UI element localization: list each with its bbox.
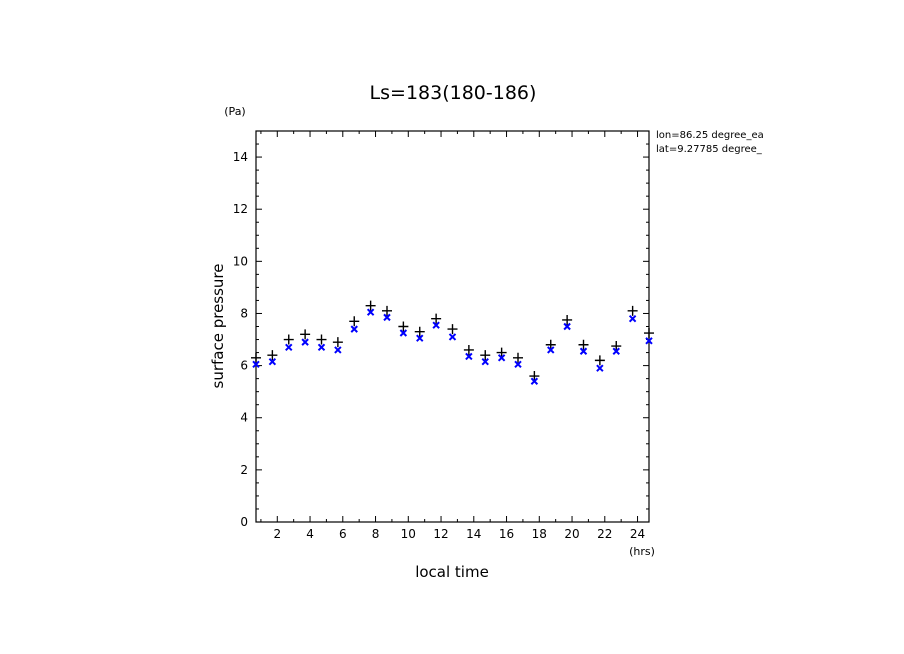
- cross-marker: [252, 360, 260, 369]
- cross-marker: [268, 357, 277, 366]
- plus-marker: [496, 347, 507, 358]
- x-tick-label: 4: [306, 527, 314, 541]
- plus-marker: [627, 305, 638, 316]
- annotation-lat: lat=9.27785 degree_: [656, 144, 763, 155]
- plus-marker: [332, 337, 343, 348]
- plus-marker: [611, 341, 622, 352]
- plus-marker: [251, 352, 261, 363]
- cross-marker: [514, 360, 522, 369]
- plus-marker: [300, 329, 311, 340]
- plus-marker: [316, 334, 327, 345]
- cross-marker: [596, 364, 604, 372]
- plus-marker: [480, 350, 491, 361]
- cross-marker: [465, 352, 473, 361]
- plus-marker: [365, 300, 376, 311]
- plus-marker: [283, 334, 294, 345]
- cross-marker: [416, 334, 424, 342]
- x-tick-label: 6: [339, 527, 347, 541]
- cross-marker: [563, 322, 571, 331]
- annotation-lon: lon=86.25 degree_ea: [656, 130, 764, 141]
- y-tick-label: 6: [240, 359, 248, 373]
- plus-marker: [414, 326, 425, 337]
- plus-marker: [267, 350, 278, 361]
- plus-marker: [562, 314, 573, 325]
- y-tick-label: 0: [240, 515, 248, 529]
- y-tick-label: 14: [233, 150, 248, 164]
- x-tick-label: 12: [433, 527, 448, 541]
- x-tick-label: 14: [466, 527, 481, 541]
- x-tick-label: 10: [401, 527, 416, 541]
- x-tick-label: 18: [532, 527, 547, 541]
- plus-marker: [513, 352, 523, 363]
- y-tick-label: 2: [240, 463, 248, 477]
- cross-marker: [579, 347, 588, 355]
- cross-marker: [628, 314, 637, 323]
- y-tick-label: 12: [233, 202, 248, 216]
- cross-marker: [481, 357, 489, 366]
- cross-marker: [497, 354, 506, 362]
- x-tick-label: 20: [564, 527, 579, 541]
- plus-marker: [447, 324, 458, 335]
- cross-marker: [399, 329, 408, 337]
- cross-marker: [612, 347, 620, 355]
- plus-marker: [594, 355, 605, 366]
- x-unit-label: (hrs): [629, 545, 655, 558]
- cross-marker: [530, 377, 539, 385]
- cross-marker: [285, 343, 293, 352]
- y-axis-title: surface pressure: [209, 264, 227, 389]
- cross-marker: [350, 325, 358, 333]
- plus-marker: [463, 344, 474, 355]
- plus-marker: [431, 313, 442, 324]
- cross-marker: [366, 308, 375, 316]
- x-axis-title: local time: [415, 563, 489, 581]
- cross-marker: [334, 346, 342, 354]
- plus-marker: [529, 371, 540, 382]
- plus-marker: [382, 305, 392, 316]
- plus-marker: [545, 339, 556, 350]
- cross-marker: [317, 343, 326, 352]
- cross-marker: [645, 337, 653, 345]
- x-tick-label: 2: [273, 527, 281, 541]
- plus-marker: [398, 321, 409, 332]
- y-tick-label: 8: [240, 306, 248, 320]
- data-marks: [251, 300, 654, 385]
- plus-marker: [578, 339, 589, 350]
- cross-marker: [432, 321, 440, 329]
- y-tick-label: 4: [240, 411, 248, 425]
- x-tick-label: 8: [372, 527, 380, 541]
- y-unit-label: (Pa): [224, 105, 245, 118]
- x-tick-label: 22: [597, 527, 612, 541]
- cross-marker: [448, 333, 457, 341]
- cross-marker: [301, 338, 309, 346]
- y-tick-label: 10: [233, 254, 248, 268]
- plus-marker: [349, 316, 360, 327]
- plus-marker: [644, 328, 654, 339]
- cross-marker: [547, 346, 555, 354]
- x-tick-label: 24: [630, 527, 645, 541]
- chart-title: Ls=183(180-186): [370, 82, 537, 104]
- x-tick-label: 16: [499, 527, 514, 541]
- cross-marker: [383, 313, 391, 322]
